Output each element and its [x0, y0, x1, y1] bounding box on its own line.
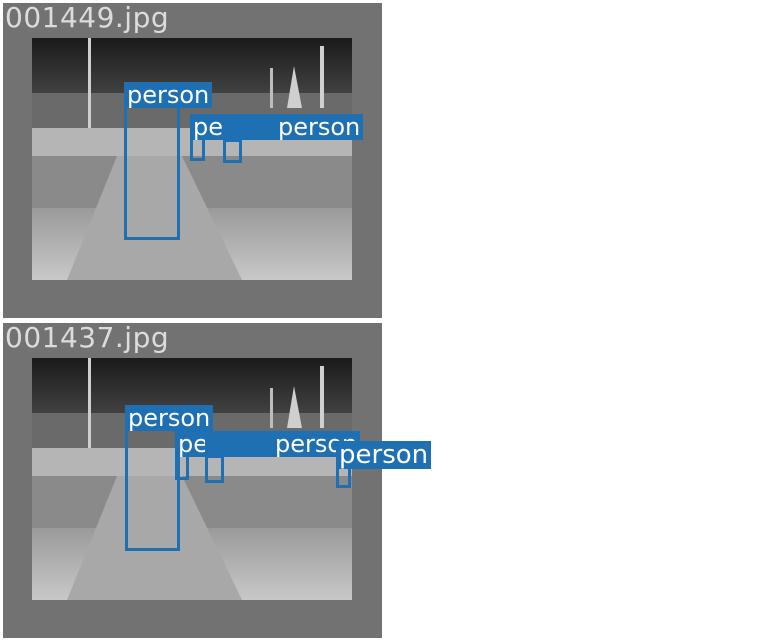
detection-label: person: [223, 114, 364, 140]
thermal-image: [32, 358, 352, 600]
detection-box: [124, 104, 180, 240]
detection-box: [205, 455, 224, 483]
detection-label: person: [124, 82, 213, 108]
filename-label: 001449.jpg: [5, 3, 170, 34]
detection-label: person: [125, 405, 214, 431]
detection-box: [125, 427, 180, 551]
filename-label: 001437.jpg: [5, 323, 170, 354]
detection-label: person: [336, 441, 432, 469]
detection-box: [223, 139, 242, 163]
image-panel: 001437.jpg person person: [3, 323, 382, 638]
image-panel: 001449.jpg person person pe: [3, 3, 382, 318]
